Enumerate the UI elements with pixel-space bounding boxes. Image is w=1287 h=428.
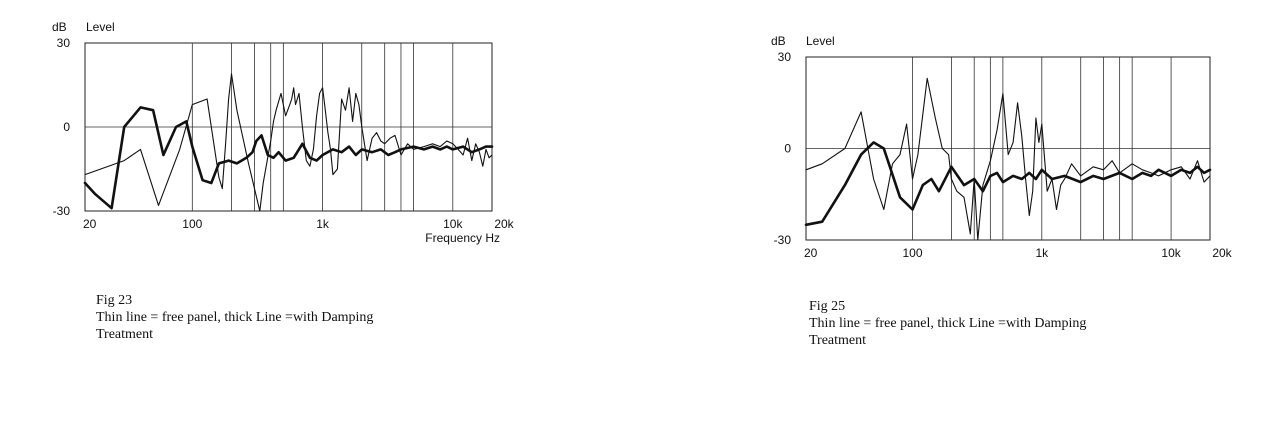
- x-tick-label: 100: [182, 217, 202, 231]
- caption-figure-label: Fig 25: [809, 299, 846, 314]
- y-axis-label: Level: [806, 34, 835, 48]
- caption-line-1: Thin line = free panel, thick Line =with…: [809, 316, 1087, 331]
- y-tick-label: -30: [53, 204, 71, 218]
- y-axis-unit: dB: [771, 34, 786, 48]
- y-axis-unit: dB: [52, 20, 67, 34]
- x-tick-label: 1k: [1035, 246, 1049, 260]
- x-axis-label: Frequency Hz: [425, 231, 500, 245]
- caption-line-2: Treatment: [809, 333, 867, 348]
- x-tick-label: 20k: [1212, 246, 1232, 260]
- caption-fig-25: Fig 25 Thin line = free panel, thick Lin…: [809, 298, 1229, 349]
- y-tick-label: 30: [57, 36, 71, 50]
- y-tick-label: 0: [784, 142, 791, 156]
- caption-line-2: Treatment: [96, 327, 154, 342]
- y-tick-label: 0: [63, 120, 70, 134]
- caption-figure-label: Fig 23: [96, 293, 133, 308]
- x-tick-label: 20: [804, 246, 818, 260]
- x-tick-label: 10k: [1161, 246, 1181, 260]
- caption-line-1: Thin line = free panel, thick Line =with…: [96, 310, 374, 325]
- series-thin-line: [805, 77, 1211, 241]
- y-axis-label: Level: [86, 20, 115, 34]
- y-tick-label: -30: [774, 233, 792, 247]
- chart-2: dB Level 30 0 -30 20 100 1k 10k 20k: [771, 34, 1233, 260]
- x-tick-label: 20k: [494, 217, 514, 231]
- y-tick-label: 30: [778, 50, 792, 64]
- series-thick-line: [83, 106, 494, 210]
- x-tick-label: 20: [83, 217, 97, 231]
- x-tick-label: 10k: [443, 217, 463, 231]
- x-tick-label: 100: [903, 246, 923, 260]
- series-thin-line: [84, 73, 493, 212]
- caption-fig-23: Fig 23 Thin line = free panel, thick Lin…: [96, 292, 516, 343]
- x-tick-label: 1k: [316, 217, 330, 231]
- series-thick-line: [804, 141, 1212, 227]
